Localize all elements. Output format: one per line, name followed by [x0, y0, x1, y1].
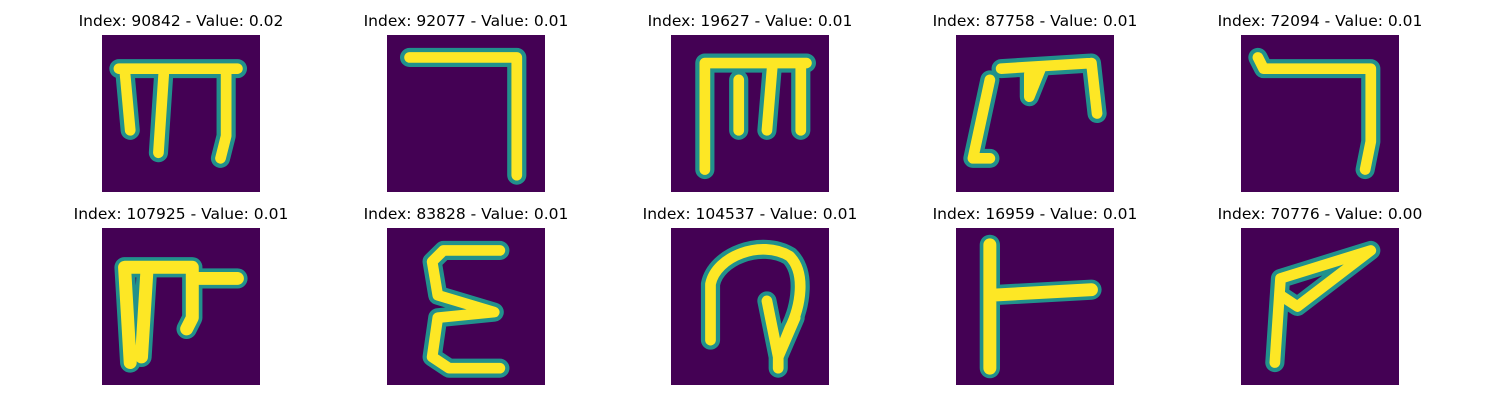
panel-title: Index: 87758 - Value: 0.01	[932, 12, 1138, 30]
handwritten-character-image	[671, 228, 829, 385]
handwritten-character-image	[387, 228, 545, 385]
handwritten-character-image	[387, 35, 545, 192]
panel-title: Index: 104537 - Value: 0.01	[642, 205, 858, 223]
panel-title: Index: 107925 - Value: 0.01	[73, 205, 289, 223]
panel-title: Index: 83828 - Value: 0.01	[363, 205, 569, 223]
handwritten-character-image	[102, 228, 260, 385]
handwritten-character-image	[671, 35, 829, 192]
panel-title: Index: 72094 - Value: 0.01	[1217, 12, 1423, 30]
panel-title: Index: 16959 - Value: 0.01	[932, 205, 1138, 223]
panel-title: Index: 92077 - Value: 0.01	[363, 12, 569, 30]
handwritten-character-image	[1241, 228, 1399, 385]
handwritten-character-image	[1241, 35, 1399, 192]
handwritten-character-image	[102, 35, 260, 192]
panel-title: Index: 70776 - Value: 0.00	[1217, 205, 1423, 223]
panel-title: Index: 19627 - Value: 0.01	[647, 12, 853, 30]
handwritten-character-image	[956, 228, 1114, 385]
handwritten-character-image	[956, 35, 1114, 192]
panel-title: Index: 90842 - Value: 0.02	[78, 12, 284, 30]
